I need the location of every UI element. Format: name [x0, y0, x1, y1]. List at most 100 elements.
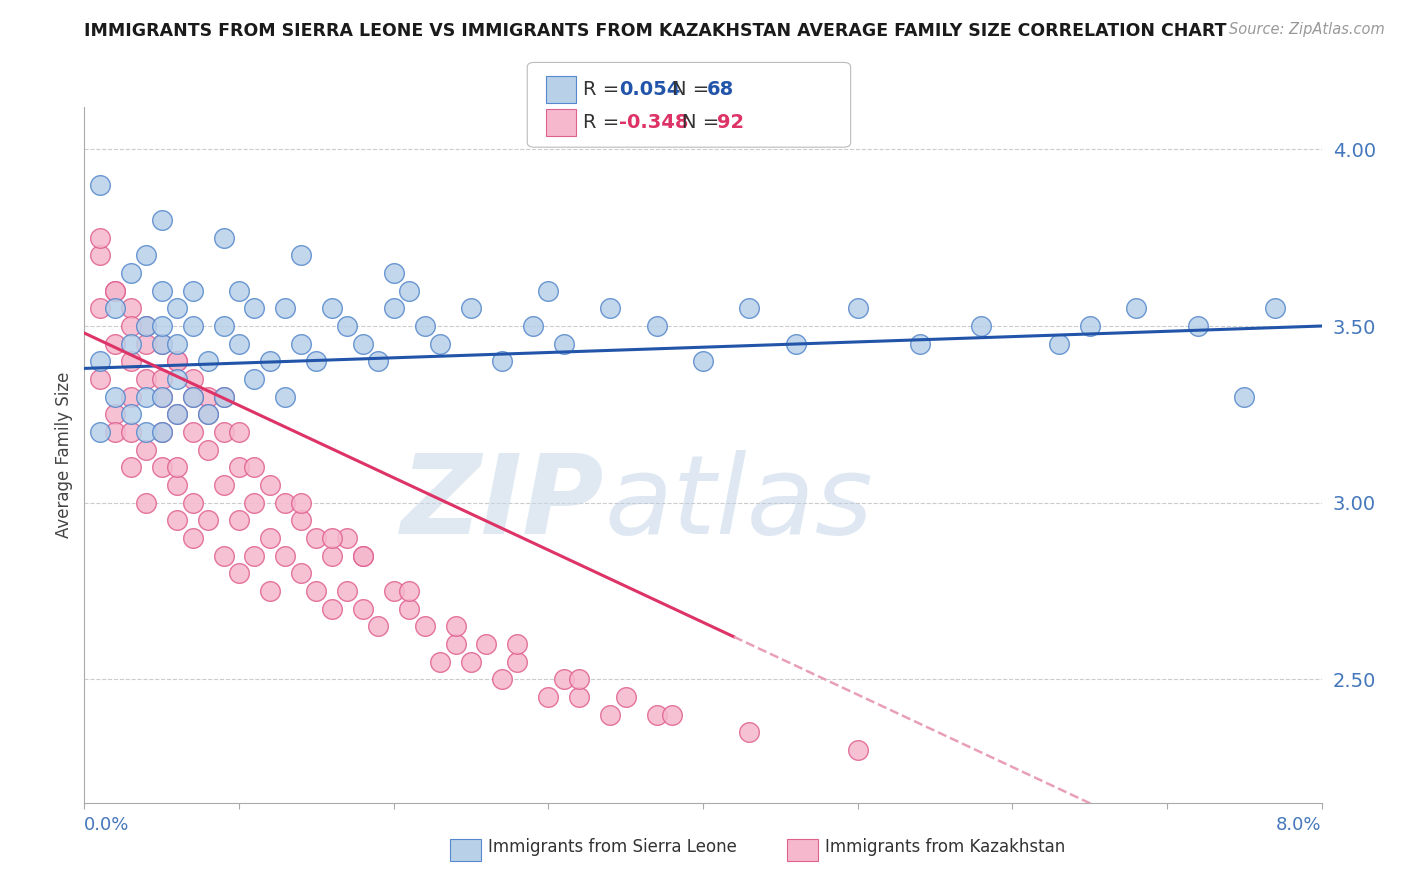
Point: [243, 549, 266, 563]
Point: [553, 336, 575, 351]
Point: [150, 460, 173, 475]
Point: [243, 372, 266, 386]
Point: [1187, 318, 1209, 333]
Point: [599, 301, 621, 316]
Point: [120, 425, 142, 439]
Point: [135, 442, 157, 457]
Point: [243, 460, 266, 475]
Point: [444, 619, 467, 633]
Point: [367, 354, 389, 368]
Point: [89, 301, 111, 316]
Point: [150, 284, 173, 298]
Point: [290, 513, 312, 527]
Point: [413, 619, 436, 633]
Point: [212, 390, 235, 404]
Point: [135, 425, 157, 439]
Text: 8.0%: 8.0%: [1277, 816, 1322, 834]
Point: [212, 425, 235, 439]
Point: [846, 743, 869, 757]
Point: [120, 336, 142, 351]
Point: [181, 425, 204, 439]
Point: [352, 336, 374, 351]
Point: [150, 425, 173, 439]
Point: [197, 407, 219, 421]
Point: [104, 407, 127, 421]
Point: [305, 583, 328, 598]
Point: [444, 637, 467, 651]
Point: [150, 372, 173, 386]
Point: [908, 336, 931, 351]
Point: [135, 318, 157, 333]
Point: [290, 336, 312, 351]
Point: [568, 672, 591, 686]
Point: [166, 336, 188, 351]
Point: [166, 354, 188, 368]
Point: [259, 478, 281, 492]
Point: [166, 301, 188, 316]
Point: [104, 284, 127, 298]
Point: [382, 583, 405, 598]
Point: [614, 690, 637, 704]
Point: [460, 655, 482, 669]
Point: [568, 690, 591, 704]
Point: [197, 390, 219, 404]
Point: [491, 672, 513, 686]
Point: [274, 549, 297, 563]
Point: [846, 301, 869, 316]
Point: [228, 336, 250, 351]
Point: [166, 460, 188, 475]
Point: [336, 318, 359, 333]
Point: [181, 390, 204, 404]
Point: [104, 284, 127, 298]
Text: N =: N =: [672, 79, 716, 99]
Point: [1078, 318, 1101, 333]
Point: [382, 266, 405, 280]
Point: [367, 619, 389, 633]
Point: [382, 301, 405, 316]
Point: [228, 425, 250, 439]
Point: [537, 690, 560, 704]
Point: [89, 425, 111, 439]
Text: IMMIGRANTS FROM SIERRA LEONE VS IMMIGRANTS FROM KAZAKHSTAN AVERAGE FAMILY SIZE C: IMMIGRANTS FROM SIERRA LEONE VS IMMIGRAN…: [84, 22, 1227, 40]
Point: [120, 354, 142, 368]
Point: [228, 566, 250, 581]
Point: [398, 583, 420, 598]
Text: N =: N =: [682, 112, 725, 132]
Point: [197, 442, 219, 457]
Text: Immigrants from Kazakhstan: Immigrants from Kazakhstan: [825, 838, 1066, 856]
Point: [259, 531, 281, 545]
Point: [336, 531, 359, 545]
Text: 0.054: 0.054: [619, 79, 681, 99]
Point: [228, 460, 250, 475]
Point: [243, 301, 266, 316]
Text: ZIP: ZIP: [401, 450, 605, 558]
Point: [537, 284, 560, 298]
Point: [104, 425, 127, 439]
Text: -0.348: -0.348: [619, 112, 688, 132]
Point: [120, 266, 142, 280]
Point: [89, 178, 111, 192]
Point: [228, 513, 250, 527]
Point: [104, 390, 127, 404]
Point: [181, 390, 204, 404]
Point: [413, 318, 436, 333]
Point: [228, 284, 250, 298]
Point: [166, 478, 188, 492]
Point: [1264, 301, 1286, 316]
Point: [166, 354, 188, 368]
Point: [398, 284, 420, 298]
Text: 0.0%: 0.0%: [84, 816, 129, 834]
Point: [475, 637, 498, 651]
Point: [150, 336, 173, 351]
Point: [89, 354, 111, 368]
Point: [336, 583, 359, 598]
Point: [212, 549, 235, 563]
Point: [553, 672, 575, 686]
Point: [150, 425, 173, 439]
Point: [970, 318, 993, 333]
Point: [120, 460, 142, 475]
Point: [274, 495, 297, 509]
Point: [506, 637, 529, 651]
Point: [274, 301, 297, 316]
Point: [1047, 336, 1070, 351]
